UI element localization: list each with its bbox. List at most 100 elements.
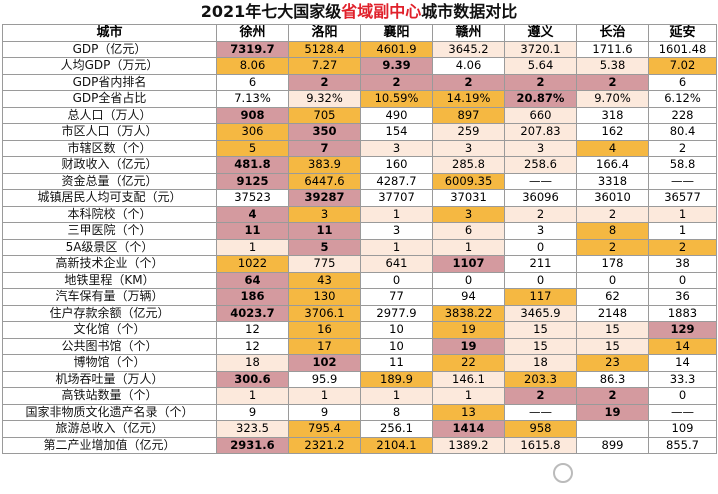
table-cell: 2321.2 (288, 436, 361, 454)
row-label: GDP全省占比 (2, 90, 217, 108)
table-cell: 23 (576, 354, 649, 372)
table-cell: 33.3 (648, 370, 717, 388)
table-cell: 2 (576, 205, 649, 223)
row-label: 高铁站数量（个） (2, 387, 217, 405)
table-cell: 11 (216, 222, 289, 240)
table-cell: 6447.6 (288, 172, 361, 190)
table-cell: 7.27 (288, 57, 361, 75)
table-cell: 3 (360, 139, 433, 157)
table-cell: 3465.9 (504, 304, 577, 322)
table-row: 总人口（万人） 908 705 490 897 660 318 228 (2, 106, 717, 124)
row-label: 地铁里程（KM） (2, 271, 217, 289)
table-cell: 14 (648, 337, 717, 355)
header-cell: 延安 (648, 24, 717, 42)
table-cell: 300.6 (216, 370, 289, 388)
table-cell: 0 (360, 271, 433, 289)
row-label: 财政收入（亿元） (2, 156, 217, 174)
table-cell: 3706.1 (288, 304, 361, 322)
row-label: 市区人口（万人） (2, 123, 217, 141)
row-label: 公共图书馆（个） (2, 337, 217, 355)
table-cell: 203.3 (504, 370, 577, 388)
table-cell: 19 (432, 337, 505, 355)
table-cell: 166.4 (576, 156, 649, 174)
table-row: 汽车保有量（万辆） 186 130 77 94 117 62 36 (2, 288, 717, 306)
table-cell: 3645.2 (432, 40, 505, 58)
table-cell: 1601.48 (648, 40, 717, 58)
table-cell: —— (504, 172, 577, 190)
table-cell: 6 (648, 73, 717, 91)
table-cell: 4601.9 (360, 40, 433, 58)
row-label: 高新技术企业（个） (2, 255, 217, 273)
table-cell: 36 (648, 288, 717, 306)
table-cell: 318 (576, 106, 649, 124)
table-cell: 5.38 (576, 57, 649, 75)
table-cell: 3 (432, 139, 505, 157)
table-cell: 15 (504, 337, 577, 355)
table-row: 财政收入（亿元） 481.8 383.9 160 285.8 258.6 166.4 58.8 (2, 156, 717, 174)
table-cell: 22 (432, 354, 505, 372)
table-cell: 9.39 (360, 57, 433, 75)
header-cell: 城市 (2, 24, 217, 42)
row-label: 总人口（万人） (2, 106, 217, 124)
table-cell: 4023.7 (216, 304, 289, 322)
table-cell: 481.8 (216, 156, 289, 174)
table-cell: 9.32% (288, 90, 361, 108)
table-cell: —— (648, 403, 717, 421)
header-cell: 徐州 (216, 24, 289, 42)
table-row: 高新技术企业（个） 1022 775 641 1107 211 178 38 (2, 255, 717, 273)
table-cell: 10 (360, 321, 433, 339)
table-cell: 12 (216, 321, 289, 339)
table-cell: 1 (288, 387, 361, 405)
table-row: 高铁站数量（个） 1 1 1 1 2 2 0 (2, 387, 717, 405)
table-cell: 86.3 (576, 370, 649, 388)
table-cell: 9125 (216, 172, 289, 190)
row-label: 市辖区数（个） (2, 139, 217, 157)
table-cell: 77 (360, 288, 433, 306)
table-cell: 129 (648, 321, 717, 339)
row-label: 三甲医院（个） (2, 222, 217, 240)
row-label: 城镇居民人均可支配（元） (2, 189, 217, 207)
table-cell: 102 (288, 354, 361, 372)
table-cell: 2 (360, 73, 433, 91)
table-cell: 146.1 (432, 370, 505, 388)
table-cell: 17 (288, 337, 361, 355)
table-cell: 795.4 (288, 420, 361, 438)
table-cell: 0 (648, 387, 717, 405)
table-cell: 211 (504, 255, 577, 273)
table-cell: 2148 (576, 304, 649, 322)
header-cell: 遵义 (504, 24, 577, 42)
table-cell (576, 420, 649, 438)
table-row: 市区人口（万人） 306 350 154 259 207.83 162 80.4 (2, 123, 717, 141)
table-cell: 2 (288, 73, 361, 91)
table-cell: 705 (288, 106, 361, 124)
table-cell: 1022 (216, 255, 289, 273)
table-cell: 855.7 (648, 436, 717, 454)
row-label: 汽车保有量（万辆） (2, 288, 217, 306)
table-row: GDP全省占比 7.13% 9.32% 10.59% 14.19% 20.87% 9.70%… (2, 90, 717, 108)
table-row: 三甲医院（个） 11 11 3 6 3 8 1 (2, 222, 717, 240)
table-cell: 1 (648, 222, 717, 240)
table-row: 文化馆（个） 12 16 10 19 15 15 129 (2, 321, 717, 339)
table-cell: 6 (216, 73, 289, 91)
table-cell: 20.87% (504, 90, 577, 108)
table-cell: 2104.1 (360, 436, 433, 454)
table-cell: 109 (648, 420, 717, 438)
table-cell: 12 (216, 337, 289, 355)
header-cell: 赣州 (432, 24, 505, 42)
table-cell: 1 (216, 238, 289, 256)
table-cell: 37523 (216, 189, 289, 207)
table-body: GDP（亿元） 7319.7 5128.4 4601.9 3645.2 3720.1 171… (2, 40, 717, 454)
table-cell: 36010 (576, 189, 649, 207)
table-row: 本科院校（个） 4 3 1 3 2 2 1 (2, 205, 717, 223)
table-cell: 1414 (432, 420, 505, 438)
row-label: GDP省内排名 (2, 73, 217, 91)
table-cell: 11 (360, 354, 433, 372)
title-prefix: 2021年七大国家级 (200, 2, 342, 21)
table-cell: 4287.7 (360, 172, 433, 190)
table-cell: 3 (504, 139, 577, 157)
row-label: 博物馆（个） (2, 354, 217, 372)
table-cell: 43 (288, 271, 361, 289)
table-row: 公共图书馆（个） 12 17 10 19 15 15 14 (2, 337, 717, 355)
table-cell: 285.8 (432, 156, 505, 174)
table-cell: 383.9 (288, 156, 361, 174)
